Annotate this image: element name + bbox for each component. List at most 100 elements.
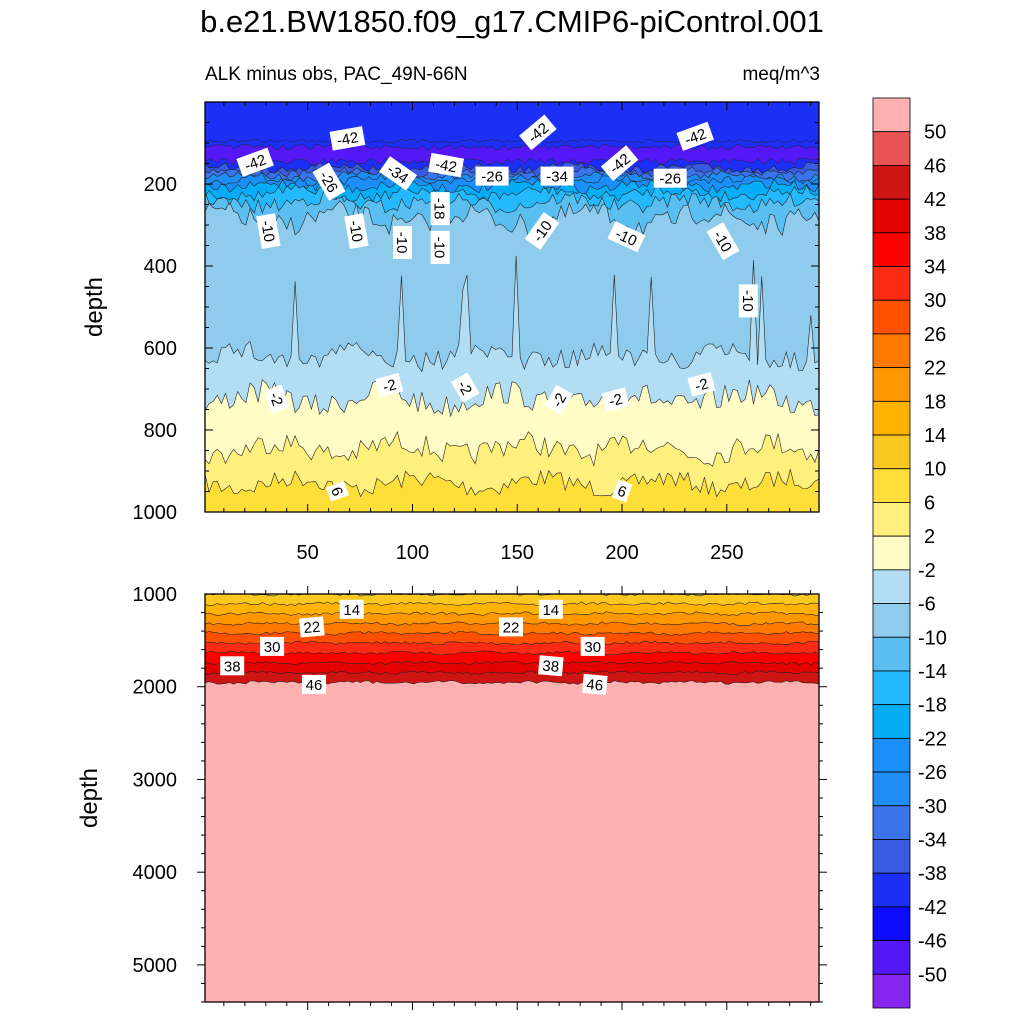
- colorbar-swatch: [872, 367, 911, 402]
- colorbar: 50 46 42 38 34 30 26 22 18 14 10 6 2 -2 -6 -10 -14 -18 -22…: [872, 97, 947, 1009]
- colorbar-label: 26: [924, 324, 946, 346]
- x-tick-label: 100: [396, 542, 429, 564]
- svg-text:46: 46: [306, 677, 323, 694]
- colorbar-swatch: [872, 434, 911, 470]
- svg-text:-34: -34: [546, 169, 568, 186]
- contour-label: -2: [263, 384, 290, 414]
- colorbar-swatch: [872, 872, 911, 908]
- colorbar-swatch: [872, 973, 911, 1009]
- colorbar-swatch: [872, 232, 911, 267]
- contour-label: -10: [430, 231, 450, 264]
- svg-text:22: 22: [503, 619, 520, 636]
- colorbar-label: -42: [918, 897, 947, 919]
- colorbar-swatch: [872, 737, 911, 773]
- colorbar-swatch: [872, 805, 911, 840]
- y-tick-label: 1000: [133, 502, 178, 524]
- svg-text:-42: -42: [434, 156, 458, 177]
- colorbar-swatch: [872, 299, 911, 335]
- colorbar-swatch: [872, 131, 911, 166]
- colorbar-label: -10: [918, 627, 947, 649]
- colorbar-label: -22: [918, 728, 947, 750]
- colorbar-label: -38: [918, 863, 947, 885]
- colorbar-swatch: [872, 535, 911, 571]
- colorbar-label: -34: [918, 829, 947, 851]
- colorbar-swatch: [872, 165, 911, 200]
- contour-label: 46: [302, 674, 326, 694]
- svg-text:-26: -26: [481, 169, 503, 186]
- colorbar-label: 2: [924, 526, 935, 548]
- contour-label: 30: [260, 636, 285, 656]
- contour-label: -2: [451, 372, 480, 403]
- y-tick-label: 1000: [133, 584, 178, 606]
- colorbar-label: -46: [918, 931, 947, 953]
- contour-label: -10: [256, 213, 281, 250]
- x-tick-label: 150: [501, 542, 534, 564]
- svg-text:-10: -10: [431, 237, 448, 259]
- svg-text:-2: -2: [381, 376, 398, 396]
- contour-label: -42: [428, 152, 464, 178]
- contour-label: -42: [676, 121, 714, 151]
- svg-text:-2: -2: [265, 390, 286, 408]
- y-tick-label: 200: [144, 174, 177, 196]
- colorbar-label: -30: [918, 796, 947, 818]
- contour-label: -10: [344, 213, 369, 250]
- colorbar-swatch: [872, 704, 911, 739]
- colorbar-label: 10: [924, 459, 946, 481]
- colorbar-label: 14: [924, 425, 946, 447]
- contour-label: -26: [312, 162, 346, 201]
- contour-label: -10: [393, 226, 412, 260]
- svg-text:-42: -42: [682, 126, 708, 149]
- contour-label: -34: [540, 166, 574, 186]
- svg-text:46: 46: [586, 676, 604, 694]
- contour-label: 22: [299, 616, 325, 638]
- variable-subtitle: ALK minus obs, PAC_49N-66N: [205, 64, 468, 85]
- svg-text:14: 14: [343, 602, 360, 619]
- y-tick-label: 600: [144, 338, 177, 360]
- colorbar-label: -6: [918, 594, 936, 616]
- svg-text:38: 38: [224, 658, 241, 675]
- contour-label: 46: [582, 673, 608, 695]
- y-tick-label: 800: [144, 420, 177, 442]
- svg-text:22: 22: [303, 619, 321, 637]
- colorbar-label: -14: [918, 661, 947, 683]
- x-tick-label: 250: [710, 542, 743, 564]
- svg-text:-10: -10: [393, 232, 410, 254]
- svg-text:-18: -18: [431, 198, 448, 220]
- colorbar-label: -2: [918, 560, 936, 582]
- svg-text:38: 38: [542, 658, 560, 676]
- upper-panel-contour-fill: [204, 101, 820, 512]
- colorbar-label: 46: [924, 155, 946, 177]
- x-tick-label: 50: [297, 542, 319, 564]
- contour-label: -26: [653, 168, 687, 188]
- svg-text:-10: -10: [345, 219, 366, 243]
- svg-text:-42: -42: [242, 151, 268, 174]
- colorbar-label: 22: [924, 358, 946, 380]
- svg-text:-2: -2: [693, 375, 710, 395]
- svg-text:30: 30: [264, 639, 281, 656]
- units-subtitle: meq/m^3: [742, 64, 820, 85]
- lower-y-axis-title: depth: [76, 768, 103, 828]
- contour-label: 22: [499, 617, 523, 637]
- svg-text:-2: -2: [607, 391, 624, 411]
- contour-label: 14: [538, 599, 563, 619]
- contour-label: -26: [475, 166, 509, 186]
- colorbar-label: -18: [918, 695, 947, 717]
- colorbar-swatch: [872, 468, 911, 503]
- colorbar-swatch: [872, 97, 911, 133]
- colorbar-swatch: [872, 266, 911, 301]
- colorbar-swatch: [872, 333, 911, 369]
- colorbar-label: -50: [918, 964, 947, 986]
- lower-panel-contour-fill: [204, 593, 820, 1002]
- svg-text:-26: -26: [659, 171, 681, 188]
- colorbar-label: -26: [918, 762, 947, 784]
- svg-text:-42: -42: [335, 129, 359, 150]
- colorbar-label: 18: [924, 391, 946, 413]
- contour-label: -42: [329, 126, 366, 151]
- contour-label: 6: [325, 481, 349, 502]
- colorbar-swatch: [872, 906, 911, 941]
- contour-label: 14: [339, 599, 364, 619]
- svg-text:-10: -10: [739, 290, 756, 312]
- colorbar-swatch: [872, 569, 911, 604]
- y-tick-label: 400: [144, 256, 177, 278]
